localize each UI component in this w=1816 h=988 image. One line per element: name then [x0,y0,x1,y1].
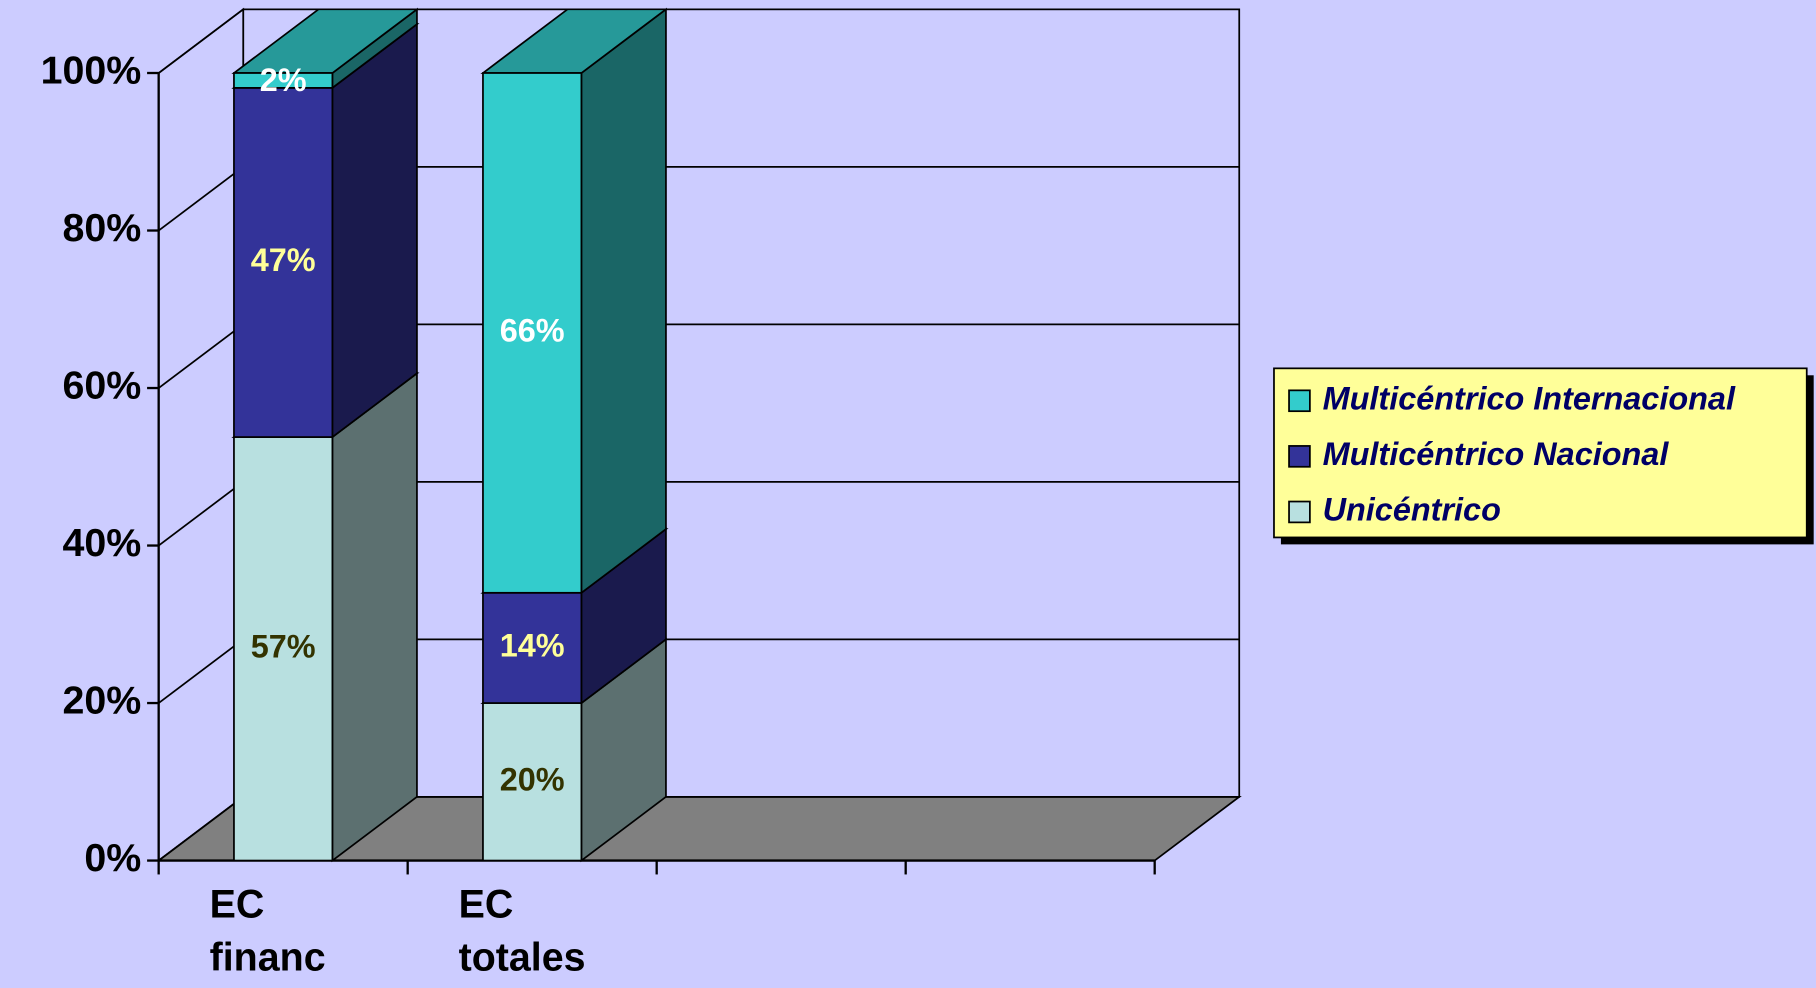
bar [233,86,334,438]
legend-swatch [1288,500,1311,524]
bar [482,591,583,704]
y-tick-label: 0% [84,836,141,880]
grid-line-side [158,638,244,704]
legend-swatch [1288,445,1311,468]
bar [233,72,334,89]
y-tick-label: 20% [63,678,142,722]
legend-label: Multicéntrico Nacional [1323,436,1670,472]
left-wall [157,7,245,863]
x-tick-label-box: EC totales [458,882,586,980]
bar [482,72,583,594]
legend [1273,367,1808,539]
legend-swatch [1288,389,1311,413]
value-label: 57% [251,628,316,664]
grid-line-side [158,323,244,389]
bar [482,702,583,862]
x-tick-label-box: EC financ [209,882,326,980]
legend-label: Unicéntrico [1323,492,1501,528]
bar-side [331,371,418,863]
x-tick-label: EC financ [209,882,326,980]
value-label: 66% [500,312,565,348]
y-tick-label: 80% [63,206,142,250]
legend-label: Multicéntrico Internacional [1323,380,1736,416]
bar-side [331,22,418,439]
value-label: 20% [500,761,565,797]
y-tick-label: 100% [41,48,142,92]
y-tick-label: 60% [63,363,142,407]
bar [233,436,334,862]
grid-line-side [158,481,244,547]
grid-line-side [158,166,244,232]
value-label: 14% [500,627,565,663]
grid-line-side [158,8,244,74]
y-tick-label: 40% [63,521,142,565]
value-label: 2% [260,62,307,98]
bar-side [580,7,667,595]
value-label: 47% [251,242,316,278]
x-tick-label: EC totales [458,882,586,980]
grid-line-side [158,796,244,862]
